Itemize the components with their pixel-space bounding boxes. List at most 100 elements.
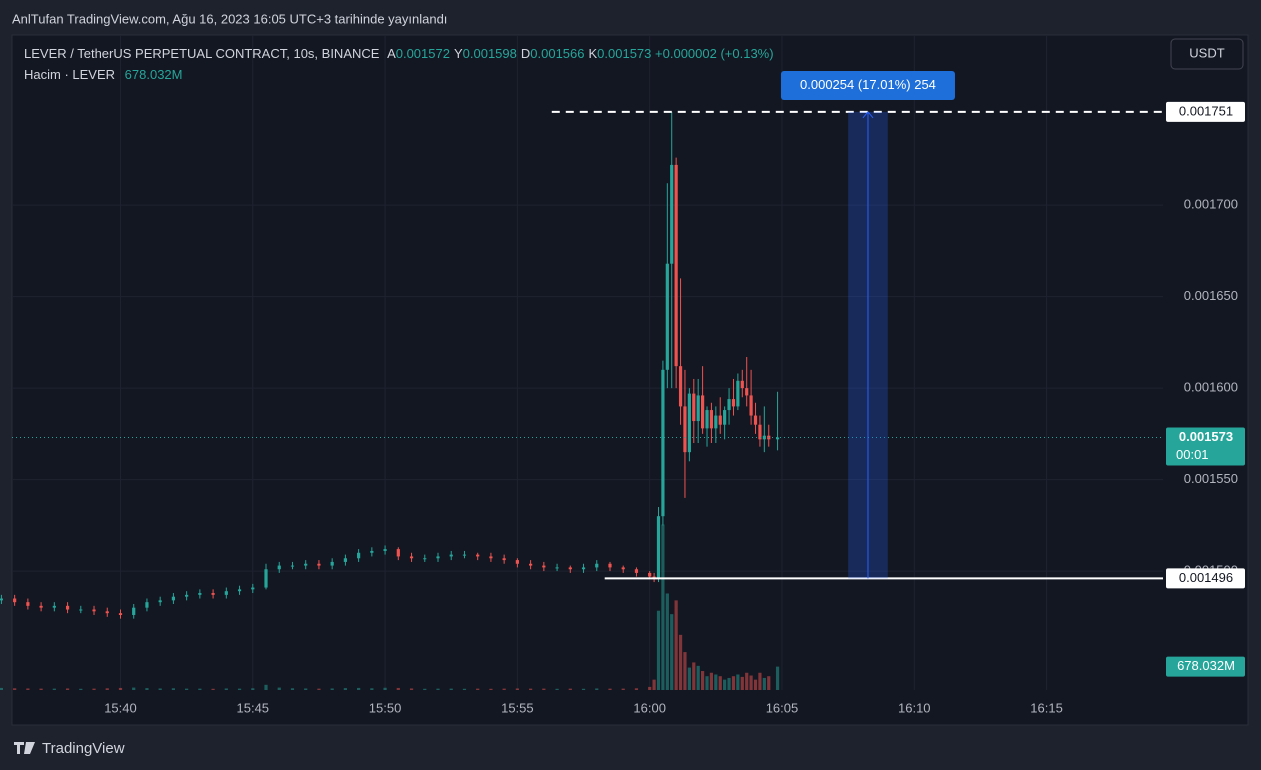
- currency-label[interactable]: USDT: [1189, 45, 1224, 60]
- volume-bar: [370, 688, 374, 690]
- volume-bar: [39, 688, 43, 690]
- candle-body: [105, 611, 109, 614]
- symbol: LEVER / TetherUS PERPETUAL CONTRACT, 10s…: [24, 46, 380, 61]
- brand: TradingView: [42, 740, 125, 757]
- x-tick-label: 16:15: [1030, 700, 1063, 715]
- candle-body: [749, 395, 753, 416]
- candle-body: [198, 593, 202, 595]
- candle-body: [290, 565, 295, 567]
- volume-bar: [290, 688, 295, 690]
- candle-body: [687, 393, 691, 453]
- candle-body: [696, 395, 700, 422]
- volume-bar: [529, 688, 533, 690]
- candle-body: [568, 567, 572, 570]
- candle-body: [185, 594, 189, 597]
- volume-bar: [727, 677, 731, 690]
- volume-bar: [105, 688, 109, 690]
- volume-bar: [731, 676, 736, 690]
- x-tick-label: 15:40: [104, 700, 137, 715]
- volume-bar: [211, 688, 215, 690]
- candle-body: [709, 410, 714, 429]
- candle-body: [581, 567, 586, 570]
- volume-bar: [595, 688, 599, 690]
- volume-bar: [775, 666, 780, 690]
- volume-bar: [0, 687, 4, 690]
- ohlc: A0.001572 Y0.001598 D0.001566 K0.001573: [383, 46, 651, 61]
- measure-arrow-head: [862, 111, 874, 119]
- volume-bar: [502, 688, 506, 690]
- candle-body: [555, 567, 559, 569]
- volume-bar: [515, 688, 519, 690]
- volume-bar: [740, 676, 744, 690]
- volume-bar: [753, 679, 758, 690]
- candle-body: [52, 605, 56, 608]
- x-tick-label: 15:55: [501, 700, 534, 715]
- volume-bar: [449, 688, 453, 690]
- volume-bar: [489, 688, 493, 690]
- volume-bar: [652, 679, 656, 690]
- volume-bar: [462, 688, 467, 690]
- volume-bar: [762, 677, 766, 690]
- currency-button[interactable]: [1170, 38, 1244, 70]
- volume-legend: Hacim · LEVER 678.032M: [24, 67, 182, 82]
- volume-badge-label: 678.032M: [1177, 658, 1235, 673]
- candle-body: [515, 560, 519, 564]
- volume-bar: [357, 687, 361, 690]
- volume-bar: [423, 688, 427, 690]
- candle-body: [26, 602, 30, 606]
- volume-bar: [718, 676, 722, 690]
- ohlc-key: Y: [453, 46, 463, 61]
- volume-bar: [198, 688, 202, 690]
- price-badge-label: 0.001751: [1179, 103, 1233, 118]
- volume-bar: [621, 688, 625, 690]
- volume-bar: [185, 688, 189, 690]
- candle-body: [264, 569, 268, 588]
- volume-bar: [277, 687, 281, 690]
- candle-body: [449, 554, 453, 557]
- candle-body: [92, 609, 96, 612]
- candle-body: [118, 613, 123, 615]
- candle-body: [727, 399, 731, 411]
- published-note: AnlTufan TradingView.com, Ağu 16, 2023 1…: [12, 11, 447, 26]
- volume-bar: [745, 672, 749, 690]
- ohlc-value: 0.001573: [597, 46, 652, 61]
- candle-body: [396, 549, 400, 557]
- volume-bar: [330, 688, 334, 690]
- candle-body: [0, 598, 4, 601]
- candle-body: [65, 605, 70, 610]
- candle-body: [701, 395, 705, 429]
- candle-body: [661, 369, 665, 517]
- candle-body: [277, 565, 281, 570]
- volume-bar: [317, 688, 321, 690]
- ohlc-key: D: [520, 46, 531, 61]
- volume-bar: [692, 662, 696, 690]
- volume-badge: [1166, 656, 1245, 677]
- volume-bar: [749, 675, 753, 690]
- candle-body: [656, 516, 661, 579]
- volume-bar: [581, 688, 586, 690]
- volume-bar: [568, 688, 572, 690]
- candle-body: [145, 602, 149, 608]
- last-price-label: 0.001573: [1179, 429, 1233, 444]
- volume-bar: [396, 687, 400, 690]
- volume-bar: [237, 688, 242, 690]
- volume-bar: [13, 688, 17, 690]
- candle-body: [670, 164, 674, 264]
- volume-bar: [608, 688, 612, 690]
- candle-body: [674, 164, 678, 367]
- candle-body: [171, 596, 176, 601]
- candle-body: [736, 380, 740, 407]
- candle-body: [692, 393, 696, 422]
- candle-body: [753, 415, 758, 425]
- volume-bar: [79, 688, 83, 690]
- ohlc-value: 0.001572: [395, 46, 450, 61]
- volume-bar: [409, 688, 414, 690]
- ohlc-value: 0.001566: [530, 46, 585, 61]
- volume-bar: [132, 687, 136, 690]
- volume-bar: [158, 688, 162, 690]
- volume-bar: [701, 671, 705, 690]
- y-tick-label: 0.001700: [1184, 197, 1238, 212]
- logo: [14, 742, 35, 754]
- volume-bar: [118, 687, 123, 690]
